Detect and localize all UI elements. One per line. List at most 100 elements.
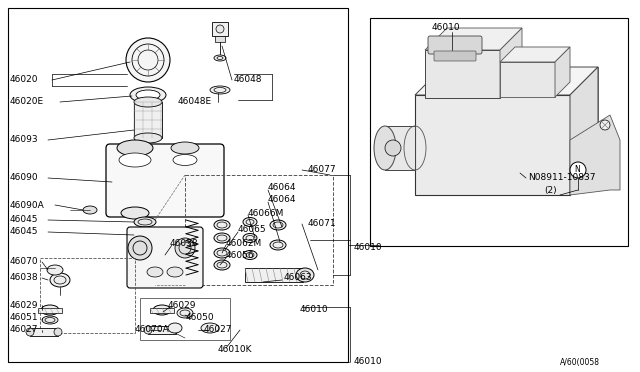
Ellipse shape (144, 326, 152, 334)
Bar (185, 175, 333, 285)
Text: 46090: 46090 (10, 173, 38, 183)
Ellipse shape (130, 87, 166, 103)
Bar (140, 298, 230, 340)
Ellipse shape (153, 305, 171, 315)
Text: 46029: 46029 (10, 301, 38, 310)
Ellipse shape (128, 236, 152, 260)
Ellipse shape (270, 240, 286, 250)
Ellipse shape (50, 273, 70, 287)
Ellipse shape (243, 250, 257, 260)
Circle shape (600, 120, 610, 130)
Ellipse shape (121, 207, 149, 219)
Text: 46038: 46038 (170, 238, 198, 247)
Text: 46027: 46027 (10, 326, 38, 334)
Text: 46010K: 46010K (218, 346, 253, 355)
Text: 46064: 46064 (268, 196, 296, 205)
Text: 46064: 46064 (268, 183, 296, 192)
Text: 46048: 46048 (234, 76, 262, 84)
Polygon shape (385, 126, 415, 170)
Ellipse shape (296, 268, 314, 282)
Polygon shape (500, 28, 522, 98)
Ellipse shape (243, 218, 257, 227)
Polygon shape (570, 67, 598, 195)
Text: 46056: 46056 (226, 251, 255, 260)
Text: 46010: 46010 (300, 305, 328, 314)
Polygon shape (415, 67, 598, 95)
Ellipse shape (41, 305, 59, 315)
Circle shape (126, 38, 170, 82)
Circle shape (385, 140, 401, 156)
Text: A/60(0058: A/60(0058 (560, 357, 600, 366)
Text: 46050: 46050 (186, 314, 214, 323)
Polygon shape (500, 47, 570, 62)
Bar (148, 326, 176, 334)
Text: 46020: 46020 (10, 76, 38, 84)
Bar (370, 18, 628, 246)
Bar (40, 258, 135, 333)
Ellipse shape (134, 133, 162, 143)
Text: N: N (574, 166, 580, 174)
Ellipse shape (26, 328, 34, 336)
Polygon shape (425, 50, 500, 98)
Text: (2): (2) (544, 186, 557, 195)
Ellipse shape (134, 217, 156, 227)
Circle shape (216, 25, 224, 33)
Text: 46071: 46071 (308, 219, 337, 228)
Ellipse shape (136, 90, 160, 100)
Ellipse shape (173, 154, 197, 166)
Polygon shape (425, 28, 522, 50)
Bar (212, 22, 228, 36)
Polygon shape (570, 115, 620, 195)
Polygon shape (415, 95, 570, 195)
Bar (150, 308, 174, 313)
Polygon shape (500, 62, 555, 97)
Text: 46027: 46027 (204, 326, 232, 334)
Text: 46045: 46045 (10, 228, 38, 237)
Ellipse shape (117, 140, 153, 156)
Bar (38, 308, 62, 313)
Ellipse shape (136, 231, 154, 239)
Text: 46010: 46010 (354, 244, 383, 253)
Ellipse shape (374, 126, 396, 170)
Polygon shape (555, 47, 570, 97)
Polygon shape (443, 67, 598, 167)
Text: 46065: 46065 (238, 225, 267, 234)
Text: 46062M: 46062M (226, 238, 262, 247)
Text: 46070: 46070 (10, 257, 38, 266)
Text: 46020E: 46020E (10, 97, 44, 106)
Text: 46010: 46010 (432, 22, 461, 32)
FancyBboxPatch shape (434, 51, 476, 61)
Text: 46045: 46045 (10, 215, 38, 224)
Text: 46093: 46093 (10, 135, 38, 144)
FancyBboxPatch shape (106, 144, 224, 217)
Bar (245, 268, 303, 282)
Text: 46063: 46063 (284, 273, 312, 282)
Ellipse shape (119, 153, 151, 167)
Text: 46051: 46051 (10, 314, 38, 323)
Bar (215, 36, 225, 42)
Text: 46038: 46038 (10, 273, 38, 282)
Text: 46070A: 46070A (135, 326, 170, 334)
Ellipse shape (214, 220, 230, 230)
Ellipse shape (214, 260, 230, 270)
Ellipse shape (214, 233, 230, 243)
Text: 46029: 46029 (168, 301, 196, 310)
FancyBboxPatch shape (127, 227, 203, 288)
Ellipse shape (214, 55, 226, 61)
Ellipse shape (210, 86, 230, 94)
Ellipse shape (83, 206, 97, 214)
Text: 46090A: 46090A (10, 201, 45, 209)
Bar (134, 102, 162, 138)
Ellipse shape (270, 220, 286, 230)
Ellipse shape (54, 328, 62, 336)
Text: N08911-10837: N08911-10837 (528, 173, 595, 183)
Text: 46048E: 46048E (178, 97, 212, 106)
Ellipse shape (175, 238, 195, 258)
Ellipse shape (177, 308, 193, 318)
Ellipse shape (214, 248, 230, 258)
Ellipse shape (42, 316, 58, 324)
Ellipse shape (147, 267, 163, 277)
Text: 46066M: 46066M (248, 208, 284, 218)
Text: 46010: 46010 (354, 357, 383, 366)
Ellipse shape (167, 267, 183, 277)
